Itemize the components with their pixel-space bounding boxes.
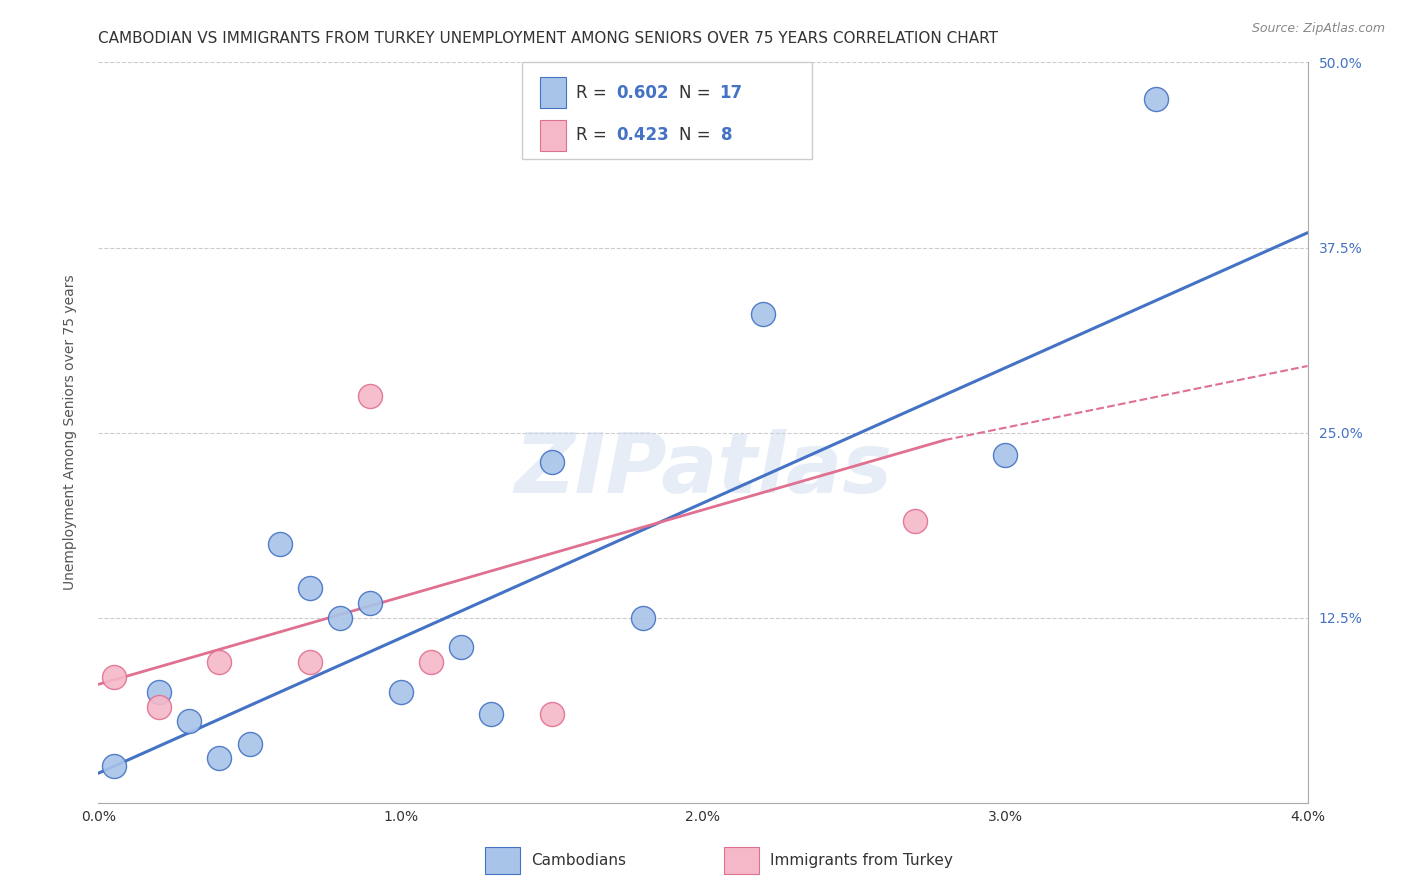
Text: ZIPatlas: ZIPatlas: [515, 429, 891, 510]
Point: [481, 706, 503, 721]
Text: 8: 8: [721, 127, 733, 145]
Point: [103, 758, 125, 772]
Point: [450, 640, 472, 655]
Point: [148, 699, 170, 714]
Point: [360, 388, 382, 402]
Point: [360, 596, 382, 610]
Point: [329, 610, 352, 624]
Point: [389, 685, 412, 699]
Point: [148, 685, 170, 699]
Point: [208, 655, 231, 669]
Point: [540, 455, 562, 469]
Point: [752, 307, 775, 321]
Point: [239, 737, 262, 751]
Text: R =: R =: [576, 84, 612, 102]
Text: 0.423: 0.423: [616, 127, 669, 145]
Text: 17: 17: [718, 84, 742, 102]
Point: [269, 536, 291, 550]
Y-axis label: Unemployment Among Seniors over 75 years: Unemployment Among Seniors over 75 years: [63, 275, 77, 591]
FancyBboxPatch shape: [540, 78, 567, 108]
Text: CAMBODIAN VS IMMIGRANTS FROM TURKEY UNEMPLOYMENT AMONG SENIORS OVER 75 YEARS COR: CAMBODIAN VS IMMIGRANTS FROM TURKEY UNEM…: [98, 31, 998, 46]
FancyBboxPatch shape: [540, 120, 567, 151]
Point: [179, 714, 201, 729]
Point: [299, 655, 322, 669]
Point: [420, 655, 443, 669]
Text: N =: N =: [679, 127, 716, 145]
Text: N =: N =: [679, 84, 716, 102]
Text: R =: R =: [576, 127, 612, 145]
Text: Immigrants from Turkey: Immigrants from Turkey: [770, 854, 953, 868]
Point: [208, 751, 231, 765]
FancyBboxPatch shape: [522, 62, 811, 159]
Point: [540, 706, 562, 721]
Text: 0.602: 0.602: [616, 84, 668, 102]
Point: [299, 581, 322, 595]
Point: [103, 670, 125, 684]
Point: [904, 515, 927, 529]
Point: [631, 610, 654, 624]
Point: [994, 448, 1017, 462]
Text: Source: ZipAtlas.com: Source: ZipAtlas.com: [1251, 22, 1385, 36]
Point: [1146, 92, 1168, 106]
Text: Cambodians: Cambodians: [531, 854, 627, 868]
